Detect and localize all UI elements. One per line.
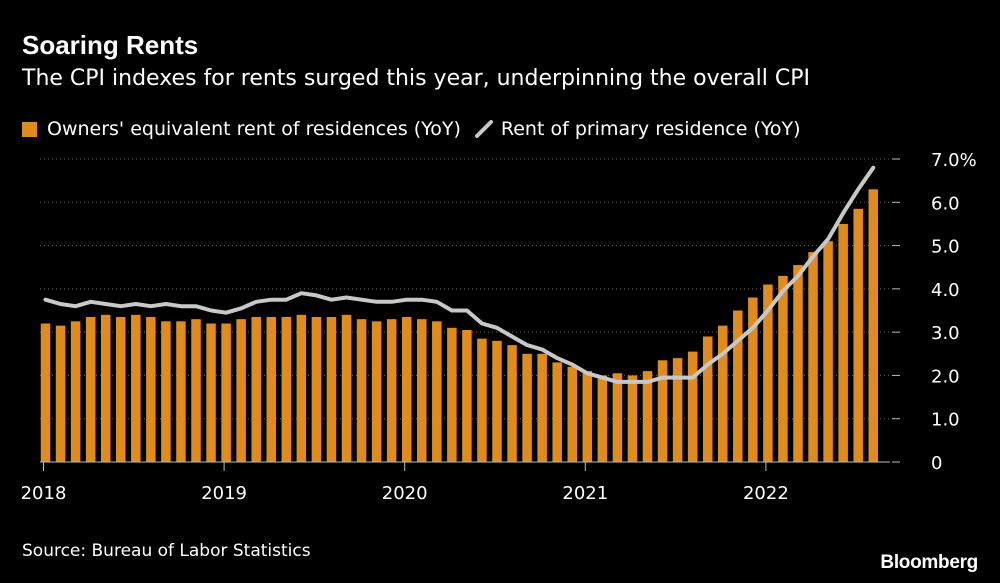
bar <box>100 314 111 462</box>
bar <box>582 371 593 462</box>
bar <box>417 319 427 462</box>
legend: Owners' equivalent rent of residences (Y… <box>22 116 815 142</box>
bar <box>40 323 51 462</box>
bar <box>116 316 126 462</box>
bar <box>687 351 698 462</box>
bar <box>161 321 171 462</box>
y-tick-label: 7.0% <box>931 150 977 171</box>
bar <box>341 314 352 462</box>
bar <box>462 329 472 462</box>
bar <box>326 316 337 462</box>
bar <box>597 375 608 462</box>
y-tick-label: 4.0 <box>931 280 960 301</box>
bar <box>266 316 276 462</box>
bar <box>808 252 818 462</box>
bar <box>552 362 562 462</box>
bar <box>477 338 487 462</box>
bar <box>642 371 653 462</box>
bar <box>537 353 547 462</box>
bar <box>853 208 863 462</box>
legend-item-owners-rent: Owners' equivalent rent of residences (Y… <box>22 118 461 140</box>
bar <box>778 275 788 462</box>
bar <box>823 241 833 462</box>
bar <box>85 316 96 462</box>
y-tick-label: 6.0 <box>931 193 960 214</box>
y-tick-label: 0 <box>931 453 942 474</box>
bar <box>748 297 758 462</box>
bar <box>507 345 517 462</box>
bar <box>386 319 397 462</box>
legend-bar-swatch <box>22 121 37 137</box>
y-tick-label: 3.0 <box>931 323 960 344</box>
bloomberg-logo: Bloomberg <box>880 552 978 573</box>
x-tick-label: 2022 <box>743 483 789 504</box>
bar <box>793 265 803 462</box>
y-tick-label: 5.0 <box>931 237 960 258</box>
x-tick-label: 2018 <box>21 483 67 504</box>
bar <box>672 358 683 462</box>
bar <box>236 319 246 462</box>
bar <box>206 323 216 462</box>
bar <box>221 323 231 462</box>
bar <box>447 327 457 462</box>
bar <box>296 314 307 462</box>
bar <box>763 284 773 462</box>
y-tick-label: 1.0 <box>931 410 960 431</box>
bar <box>191 319 201 462</box>
bar <box>733 310 743 462</box>
bar <box>55 325 66 462</box>
legend-label-owners-rent: Owners' equivalent rent of residences (Y… <box>47 118 461 140</box>
bar <box>612 373 623 462</box>
bar <box>281 316 292 462</box>
bar <box>371 321 382 462</box>
bar <box>311 316 322 462</box>
bar <box>70 321 81 462</box>
bar <box>657 360 668 462</box>
legend-line-swatch <box>474 120 493 138</box>
bar <box>176 321 186 462</box>
source-note: Source: Bureau of Labor Statistics <box>22 541 311 561</box>
bar <box>492 340 502 462</box>
legend-item-primary-rent: Rent of primary residence (YoY) <box>474 118 801 140</box>
bar <box>522 353 532 462</box>
y-tick-label: 2.0 <box>931 366 960 387</box>
chart-title: Soaring Rents <box>22 30 199 60</box>
bar <box>146 316 156 462</box>
bar <box>718 325 728 462</box>
chart-subtitle: The CPI indexes for rents surged this ye… <box>22 66 810 91</box>
legend-label-primary-rent: Rent of primary residence (YoY) <box>500 118 801 140</box>
bar <box>432 321 442 462</box>
bar <box>356 319 367 462</box>
bar <box>868 189 878 463</box>
x-tick-label: 2020 <box>382 483 428 504</box>
bar <box>838 223 848 462</box>
x-tick-label: 2019 <box>201 483 247 504</box>
series-line-primary-rent <box>43 165 876 384</box>
bar <box>131 314 141 462</box>
bar <box>251 316 261 462</box>
bar <box>401 316 412 462</box>
bar <box>702 336 713 462</box>
x-tick-label: 2021 <box>562 483 608 504</box>
bar <box>567 366 577 462</box>
bar <box>627 375 638 462</box>
